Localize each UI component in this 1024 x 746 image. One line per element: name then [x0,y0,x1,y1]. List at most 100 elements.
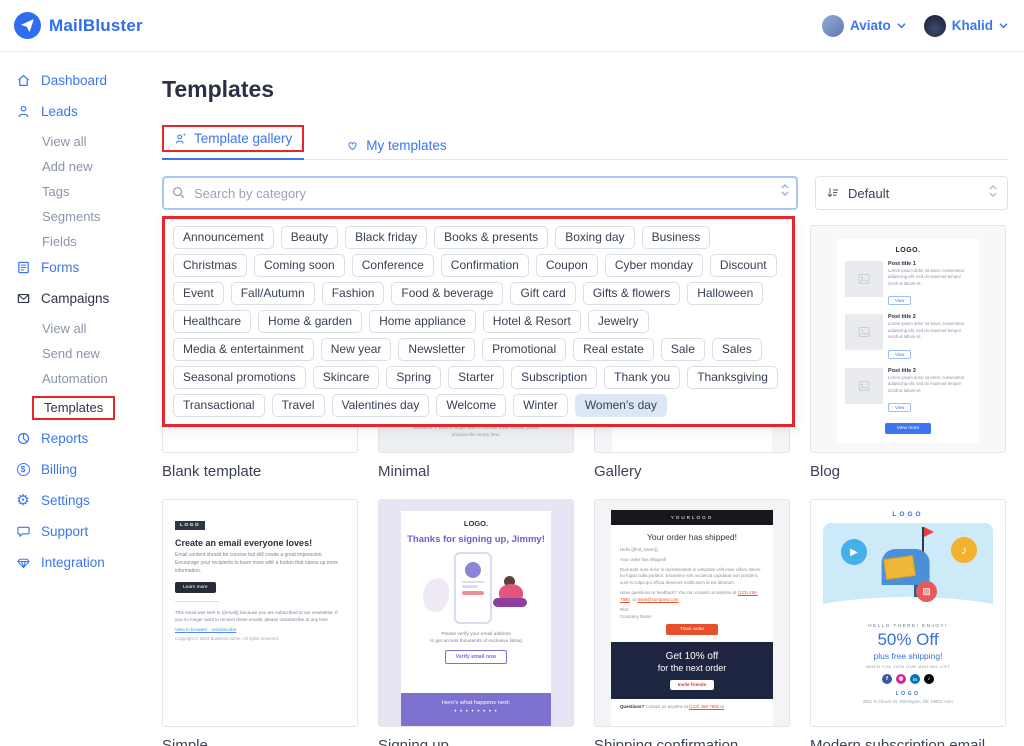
sidebar-item-settings[interactable]: ⚙ Settings [16,491,90,509]
category-chip[interactable]: Gift card [510,282,576,305]
search-input[interactable] [162,176,798,210]
category-chip[interactable]: Coming soon [254,254,345,277]
template-label: Blog [810,463,841,480]
gem-icon [15,554,31,570]
category-chip[interactable]: Jewelry [587,310,649,333]
category-chip[interactable]: Confirmation [440,254,529,277]
sidebar-item-campaigns[interactable]: Campaigns [15,290,162,306]
category-chip[interactable]: Newsletter [398,338,476,361]
category-chip[interactable]: Fashion [321,282,385,305]
category-chip[interactable]: Cyber monday [604,254,703,277]
category-chip[interactable]: Starter [448,366,505,389]
category-chip[interactable]: Conference [351,254,434,277]
category-chip[interactable]: Women's day [574,394,667,417]
category-chip[interactable]: Valentines day [331,394,430,417]
facebook-icon: f [882,674,892,684]
category-chip[interactable]: Event [173,282,224,305]
category-chip[interactable]: Business [641,226,711,249]
sidebar-item-leads-view-all[interactable]: View all [42,134,87,149]
view-button: View [888,402,912,412]
invite-friends-button: Invite friends [669,679,715,690]
heart-icon [348,142,357,151]
combobox-chevrons-icon[interactable] [781,184,789,196]
chat-icon [15,523,31,539]
sidebar-item-leads[interactable]: Leads [15,103,162,119]
category-chip[interactable]: Spring [386,366,442,389]
search-box [162,176,798,210]
category-chip[interactable]: New year [320,338,392,361]
sidebar-item-add-new[interactable]: Add new [42,159,93,174]
category-chip[interactable]: Home & garden [258,310,363,333]
red-annotation-box: Template gallery [162,125,305,152]
sidebar-item-forms[interactable]: Forms [15,259,162,275]
user-menu[interactable]: Khalid [923,14,1008,37]
sidebar-item-tags[interactable]: Tags [42,184,70,199]
category-chip[interactable]: Hotel & Resort [482,310,581,333]
template-label: Minimal [378,463,430,480]
category-chip[interactable]: Sale [660,338,705,361]
category-chip[interactable]: Sales [711,338,762,361]
sidebar-item-fields[interactable]: Fields [42,234,77,249]
sidebar: Dashboard Leads View all Add new Tags Se… [0,52,162,746]
tab-template-gallery[interactable]: Template gallery [162,125,305,160]
category-chip[interactable]: Travel [271,394,325,417]
category-chip[interactable]: Books & presents [434,226,549,249]
image-placeholder-icon [845,367,883,404]
template-card-blog[interactable]: LOGO. Post title 1 Lore [810,225,1006,453]
category-chip[interactable]: Welcome [436,394,507,417]
sidebar-item-billing[interactable]: $ Billing [15,461,162,477]
sidebar-item-automation[interactable]: Automation [42,371,108,386]
category-chip[interactable]: Home appliance [369,310,476,333]
category-chip[interactable]: Transactional [173,394,265,417]
sidebar-item-support[interactable]: Support [15,523,162,539]
sidebar-item-segments[interactable]: Segments [42,209,101,224]
template-label: Shipping confirmation [594,737,739,746]
category-chip[interactable]: Winter [513,394,568,417]
category-chip[interactable]: Halloween [687,282,764,305]
category-chip[interactable]: Skincare [312,366,380,389]
brand-logo[interactable]: MailBluster [14,12,143,39]
chevron-down-icon [999,23,1008,29]
category-chip[interactable]: Subscription [511,366,598,389]
category-chip[interactable]: Real estate [573,338,654,361]
blog-post-row: Post title 1 Lorem ipsum dolor sit amet,… [845,261,971,307]
email-logo: YOURLOGO [611,510,773,525]
category-chip[interactable]: Announcement [173,226,274,249]
category-chip[interactable]: Coupon [535,254,598,277]
envelope-icon [15,290,31,306]
sidebar-item-send-new[interactable]: Send new [42,346,100,361]
promo-banner: Get 10% off for the next order Invite fr… [611,642,773,700]
template-card-simple[interactable]: LOGO Create an email everyone loves! Ema… [162,499,358,727]
category-chip[interactable]: Discount [709,254,777,277]
category-chip[interactable]: Beauty [280,226,339,249]
sidebar-item-reports[interactable]: Reports [15,430,162,446]
category-chip[interactable]: Media & entertainment [173,338,314,361]
category-chip[interactable]: Fall/Autumn [230,282,315,305]
tab-my-templates[interactable]: My templates [346,125,447,159]
sort-dropdown[interactable]: Default [815,176,1008,210]
template-card-shipping[interactable]: YOURLOGO Your order has shipped! Hello {… [594,499,790,727]
template-label: Signing up [378,737,449,746]
template-card-modern[interactable]: LOGO ▶ ♪ ▨ HELLO THERE! ENJOY! 50% Off [810,499,1006,727]
sidebar-item-campaigns-view-all[interactable]: View all [42,321,87,336]
email-logo: LOGO [175,521,206,530]
image-placeholder-icon [845,261,883,297]
category-chip[interactable]: Thank you [604,366,681,389]
account-switcher[interactable]: Aviato [821,14,906,37]
category-chip[interactable]: Thanksgiving [687,366,778,389]
sidebar-item-dashboard[interactable]: Dashboard [15,72,162,88]
category-chip[interactable]: Seasonal promotions [173,366,306,389]
category-chip[interactable]: Healthcare [173,310,252,333]
sidebar-item-templates[interactable]: Templates [32,396,162,420]
category-chip[interactable]: Christmas [173,254,248,277]
sidebar-item-integration[interactable]: Integration [15,554,162,570]
category-chip[interactable]: Black friday [345,226,428,249]
template-card-signing-up[interactable]: LOGO. Thanks for signing up, Jimmy! Plea… [378,499,574,727]
category-chip[interactable]: Food & beverage [391,282,504,305]
category-chip[interactable]: Boxing day [555,226,635,249]
category-chip[interactable]: Gifts & flowers [582,282,681,305]
category-chip[interactable]: Promotional [482,338,567,361]
sort-value: Default [848,185,890,201]
image-placeholder-icon [845,314,883,351]
category-dropdown-panel: Announcement Beauty Black friday Books & pr… [162,216,795,427]
